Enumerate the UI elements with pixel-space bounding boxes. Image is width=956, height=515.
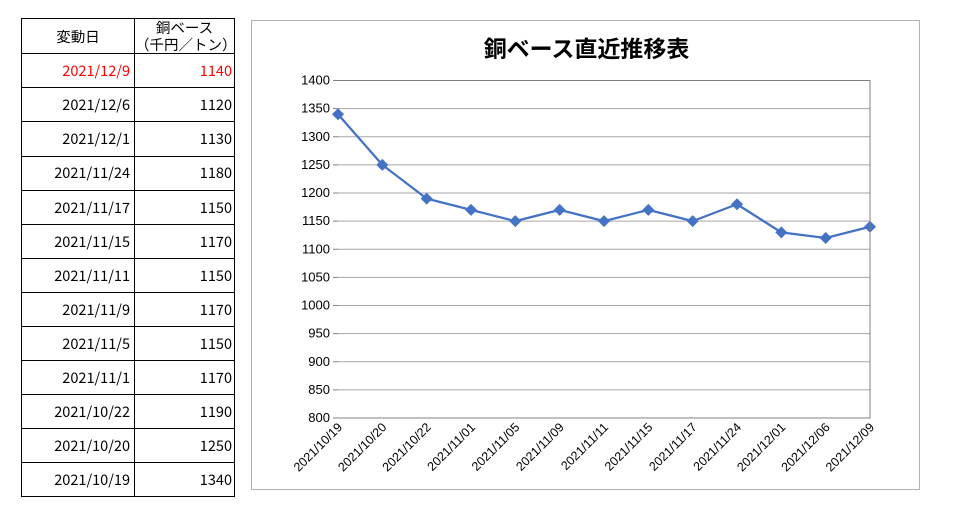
svg-text:2021/11/09: 2021/11/09 [513, 420, 567, 474]
svg-text:1250: 1250 [301, 157, 330, 172]
svg-text:1150: 1150 [302, 213, 330, 228]
svg-text:1200: 1200 [301, 185, 330, 200]
svg-text:800: 800 [308, 410, 330, 425]
svg-text:1300: 1300 [301, 129, 330, 144]
svg-text:2021/12/09: 2021/12/09 [823, 420, 877, 474]
svg-text:1400: 1400 [301, 73, 330, 88]
svg-text:1100: 1100 [302, 241, 330, 256]
svg-text:1350: 1350 [301, 101, 330, 116]
svg-text:1000: 1000 [301, 298, 330, 313]
svg-text:850: 850 [308, 382, 330, 397]
svg-text:900: 900 [308, 354, 330, 369]
svg-text:1050: 1050 [301, 269, 330, 284]
svg-text:950: 950 [308, 326, 330, 341]
